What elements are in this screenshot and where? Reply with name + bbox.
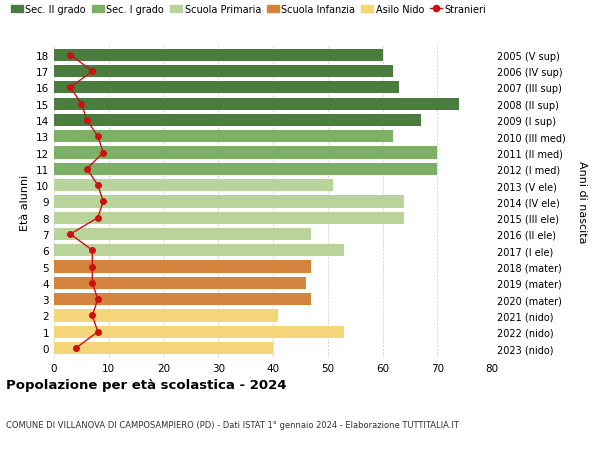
Bar [54, 229, 311, 241]
Bar [54, 66, 394, 78]
Bar [54, 277, 306, 289]
Bar [54, 98, 459, 111]
Bar [54, 310, 278, 322]
Legend: Sec. II grado, Sec. I grado, Scuola Primaria, Scuola Infanzia, Asilo Nido, Stran: Sec. II grado, Sec. I grado, Scuola Prim… [11, 5, 487, 15]
Y-axis label: Età alunni: Età alunni [20, 174, 31, 230]
Y-axis label: Anni di nascita: Anni di nascita [577, 161, 587, 243]
Bar [54, 147, 437, 159]
Bar [54, 212, 404, 224]
Bar [54, 342, 273, 354]
Bar [54, 245, 344, 257]
Text: Popolazione per età scolastica - 2024: Popolazione per età scolastica - 2024 [6, 379, 287, 392]
Bar [54, 163, 437, 175]
Bar [54, 261, 311, 273]
Bar [54, 82, 399, 94]
Bar [54, 196, 404, 208]
Bar [54, 326, 344, 338]
Bar [54, 50, 383, 62]
Bar [54, 179, 333, 192]
Text: COMUNE DI VILLANOVA DI CAMPOSAMPIERO (PD) - Dati ISTAT 1° gennaio 2024 - Elabora: COMUNE DI VILLANOVA DI CAMPOSAMPIERO (PD… [6, 420, 459, 429]
Bar [54, 131, 394, 143]
Bar [54, 293, 311, 306]
Bar [54, 115, 421, 127]
